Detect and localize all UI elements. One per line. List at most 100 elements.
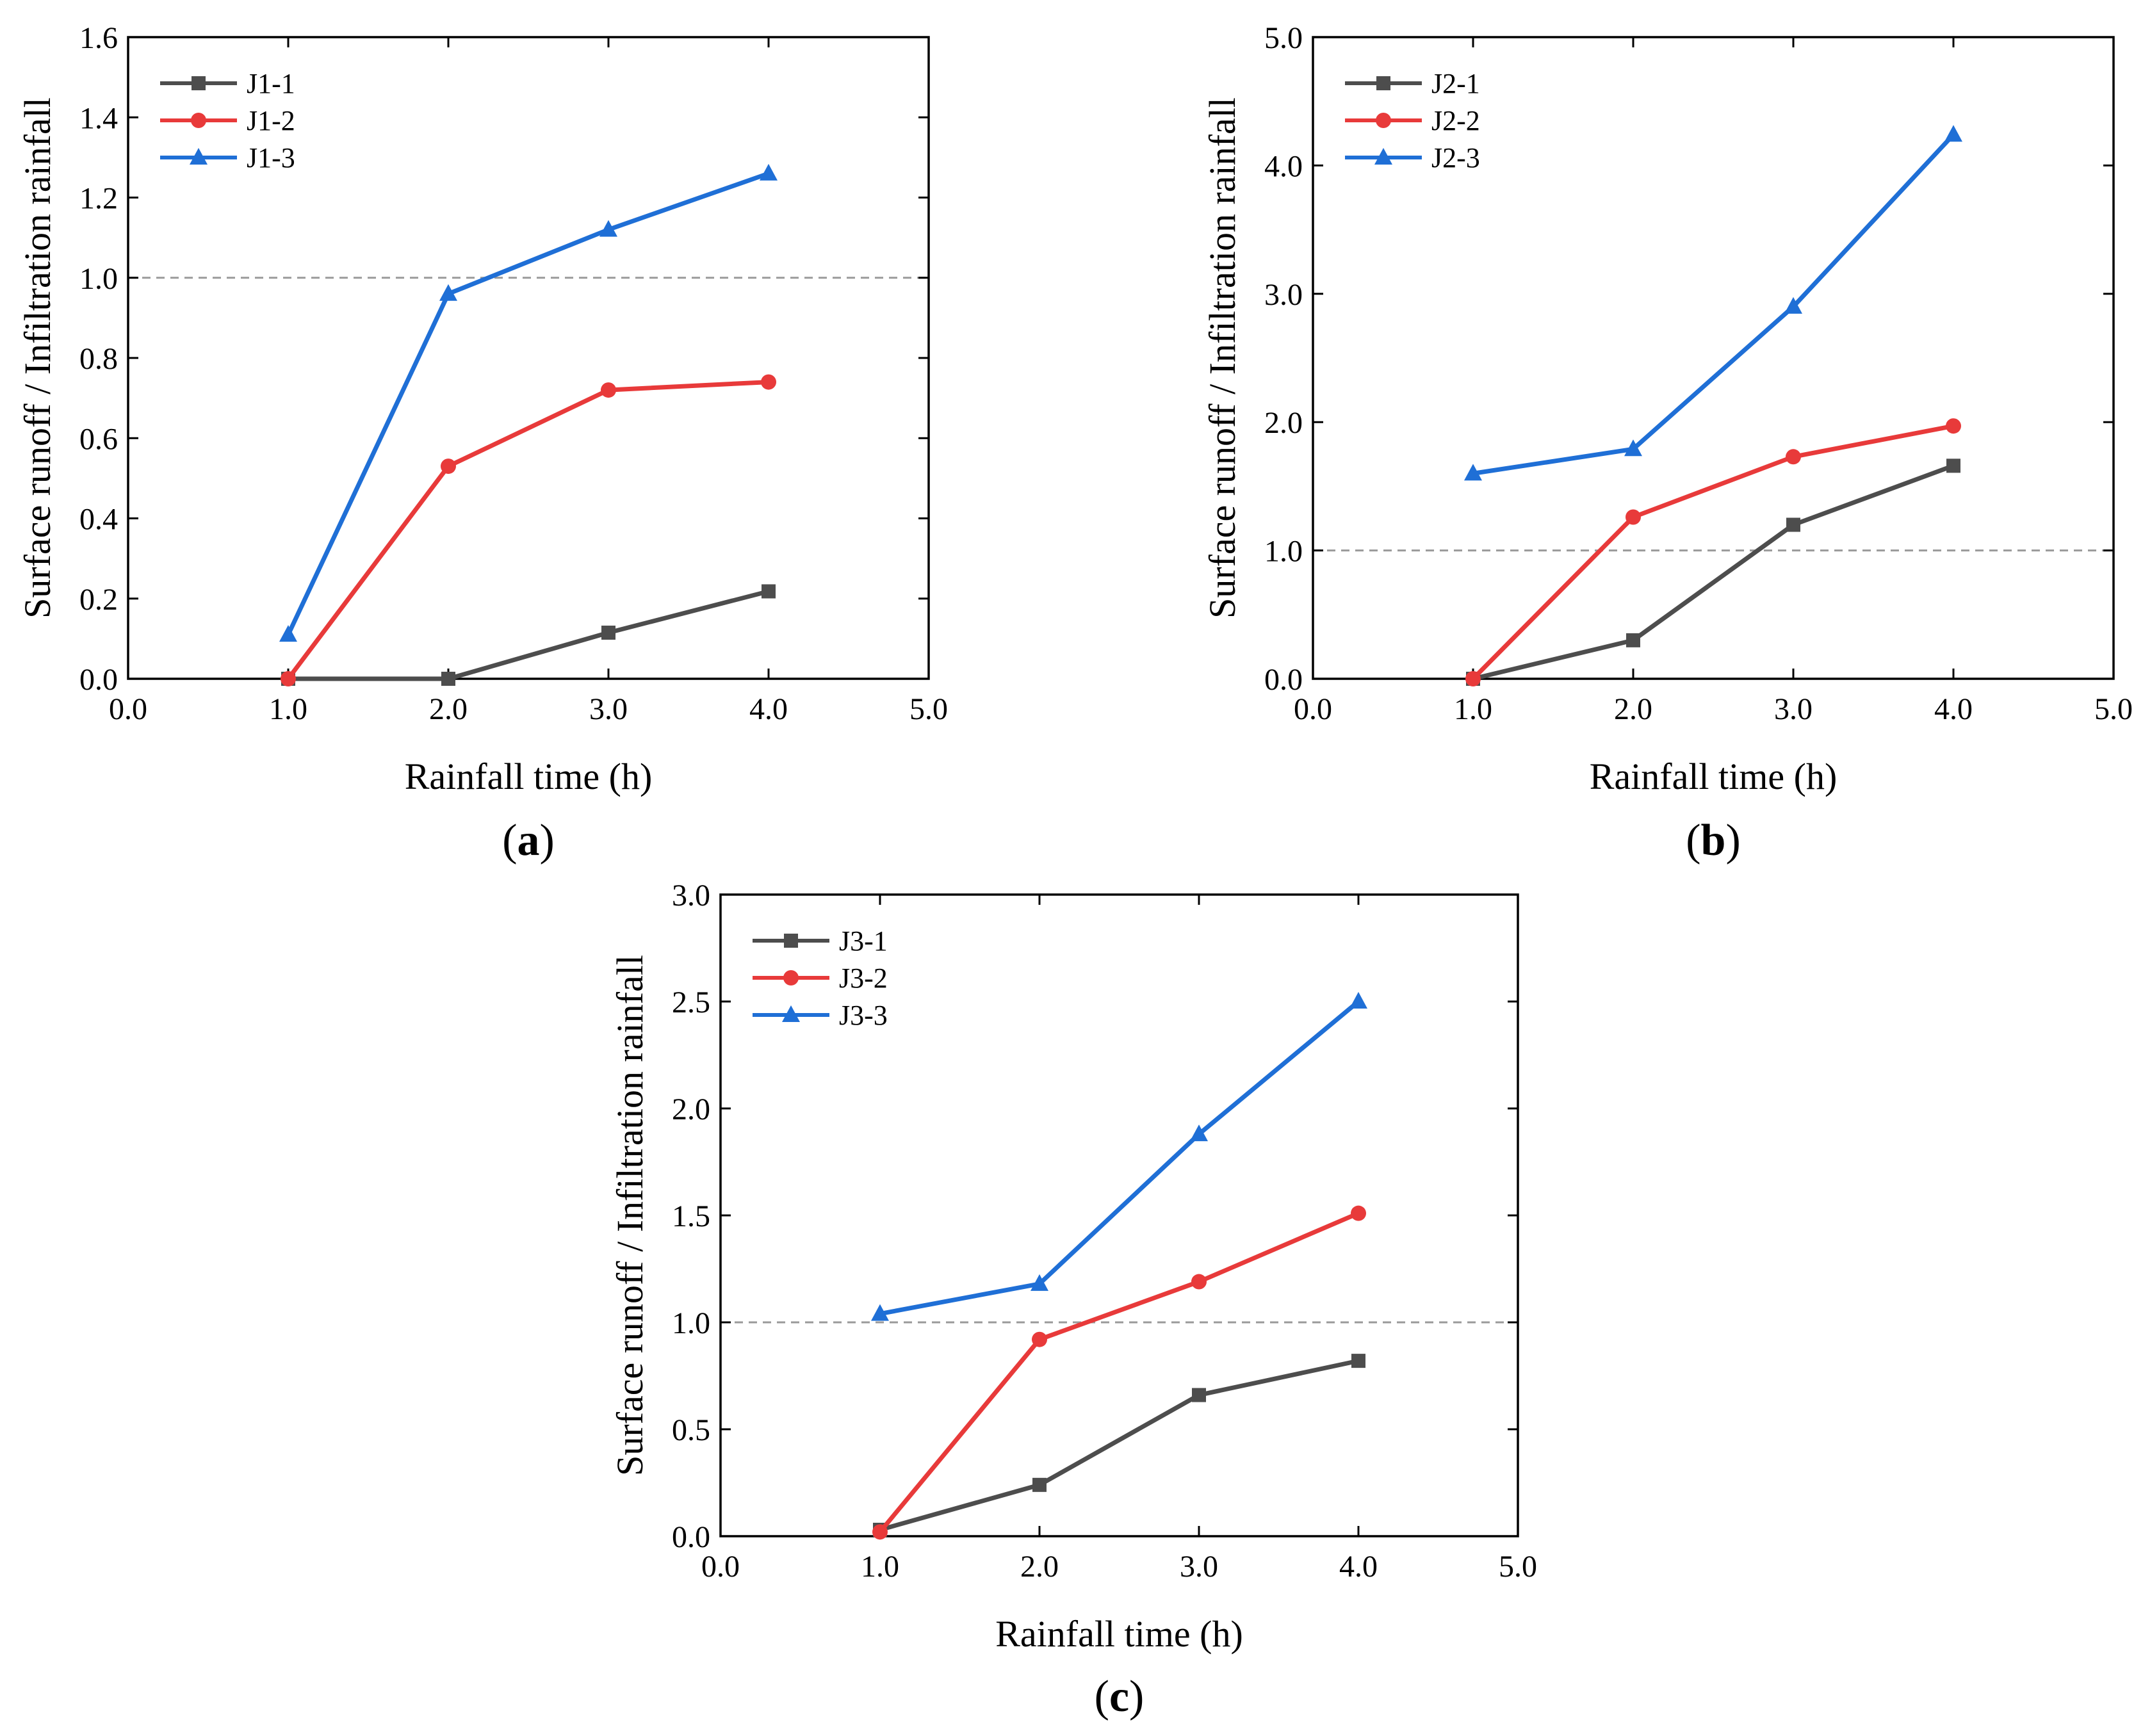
legend-label: J1-1 [247, 68, 295, 99]
y-axis-title: Surface runoff / Infiltration rainfall [17, 97, 58, 619]
legend-marker [191, 113, 206, 128]
y-tick-label: 0.4 [79, 503, 118, 537]
data-point [599, 220, 617, 237]
panel-c: 0.0 1.0 2.0 3.0 4.0 5.0 0.0 0.5 1.0 1.5 2.0 2.5 3.0 R… [609, 879, 1537, 1721]
y-tick-label: 2.0 [672, 1092, 710, 1126]
x-tick-label: 3.0 [1774, 692, 1813, 726]
legend-marker [1376, 113, 1391, 128]
data-point [1944, 125, 1962, 142]
series-j2-1 [1466, 458, 1960, 686]
data-point [1465, 671, 1481, 686]
panel-b: 0.0 1.0 2.0 3.0 4.0 5.0 0.0 1.0 2.0 3.0 4.0 5.0 Rain… [1202, 21, 2133, 865]
legend-label: J1-3 [247, 142, 295, 174]
series-j1-3 [279, 163, 778, 642]
y-tick-label: 1.0 [1264, 535, 1303, 569]
data-point [871, 1304, 889, 1321]
series-j3-1 [873, 1354, 1365, 1537]
y-tick-label: 0.2 [79, 583, 118, 617]
x-tick-label: 2.0 [429, 692, 468, 726]
y-tick-label: 4.0 [1264, 149, 1303, 183]
legend-marker [190, 148, 208, 165]
legend-entry: J2-3 [1345, 142, 1480, 174]
series-j3-3 [871, 992, 1367, 1321]
panel-a: 0.0 1.0 2.0 3.0 4.0 5.0 0.0 0.2 0.4 0.6 0.8 1.0 1.2 1… [17, 21, 948, 865]
data-point [1464, 464, 1482, 481]
series-j1-2 [281, 374, 776, 686]
data-point [1192, 1388, 1206, 1402]
legend-marker [1376, 76, 1390, 90]
y-tick-label: 1.0 [672, 1306, 710, 1340]
data-point [1032, 1477, 1047, 1492]
data-point [281, 671, 296, 686]
series-line [879, 1000, 1360, 1317]
data-point [1032, 1331, 1047, 1347]
y-tick-label: 1.5 [672, 1199, 710, 1233]
legend-entry: J3-2 [753, 962, 888, 994]
legend-marker [784, 934, 798, 948]
y-tick-label: 1.4 [79, 101, 118, 135]
y-tick-label: 0.6 [79, 422, 118, 456]
data-point [441, 458, 456, 475]
series-line [286, 171, 770, 636]
data-point [439, 284, 457, 301]
series-j1-1 [281, 584, 776, 686]
legend-entry: J1-3 [160, 142, 295, 174]
y-tick-label: 1.6 [79, 21, 118, 55]
data-point [1351, 1205, 1366, 1221]
data-point [1786, 517, 1800, 532]
x-tick-label: 1.0 [269, 692, 307, 726]
x-tick-label: 2.0 [1614, 692, 1652, 726]
y-tick-label: 0.0 [672, 1520, 710, 1554]
legend-label: J3-3 [839, 1000, 888, 1031]
x-tick-label: 5.0 [2094, 692, 2133, 726]
legend-label: J3-2 [839, 962, 888, 994]
y-tick-label: 0.8 [79, 342, 118, 376]
legend-entry: J2-1 [1345, 68, 1480, 99]
legend-label: J3-1 [839, 925, 888, 957]
data-point [1946, 458, 1960, 473]
legend-label: J2-3 [1431, 142, 1480, 174]
legend-marker [191, 76, 206, 90]
panel-label: (c) [1095, 1672, 1145, 1721]
x-tick-label: 3.0 [589, 692, 628, 726]
data-point [1786, 449, 1801, 465]
data-point [762, 584, 776, 599]
legend-label: J2-2 [1431, 105, 1480, 136]
y-tick-label: 3.0 [672, 879, 710, 913]
x-tick-label: 4.0 [1934, 692, 1973, 726]
x-tick-label: 2.0 [1020, 1550, 1059, 1584]
x-tick-label: 1.0 [1454, 692, 1492, 726]
y-tick-label: 2.5 [672, 986, 710, 1019]
panel-label: (b) [1686, 816, 1741, 865]
x-axis-title: Rainfall time (h) [995, 1613, 1243, 1655]
legend-entry: J2-2 [1345, 105, 1480, 136]
x-tick-label: 5.0 [1499, 1550, 1537, 1584]
y-tick-label: 3.0 [1264, 278, 1303, 312]
x-axis-title: Rainfall time (h) [405, 756, 653, 797]
series-j2-2 [1465, 418, 1961, 686]
legend-entry: J3-3 [753, 1000, 888, 1031]
y-tick-label: 0.5 [672, 1413, 710, 1447]
data-point [1626, 633, 1640, 647]
series-j3-2 [872, 1205, 1366, 1540]
x-tick-label: 4.0 [749, 692, 788, 726]
data-point [441, 672, 455, 686]
legend-label: J2-1 [1431, 68, 1480, 99]
series-line [1472, 464, 1955, 681]
y-axis-title: Surface runoff / Infiltration rainfall [1202, 97, 1243, 619]
legend-entry: J3-1 [753, 925, 888, 957]
series-line [878, 1211, 1360, 1534]
x-tick-label: 4.0 [1339, 1550, 1378, 1584]
data-point [1946, 418, 1961, 434]
panel-label: (a) [502, 816, 555, 865]
series-line [288, 589, 769, 681]
legend-entry: J1-2 [160, 105, 295, 136]
x-tick-label: 5.0 [909, 692, 948, 726]
legend-marker [783, 970, 799, 986]
y-axis-title: Surface runoff / Infiltration rainfall [609, 955, 651, 1476]
y-tick-label: 1.0 [79, 262, 118, 296]
y-tick-label: 2.0 [1264, 406, 1303, 440]
data-point [761, 374, 776, 390]
data-point [1784, 296, 1802, 314]
axes-frame [1312, 36, 2115, 680]
